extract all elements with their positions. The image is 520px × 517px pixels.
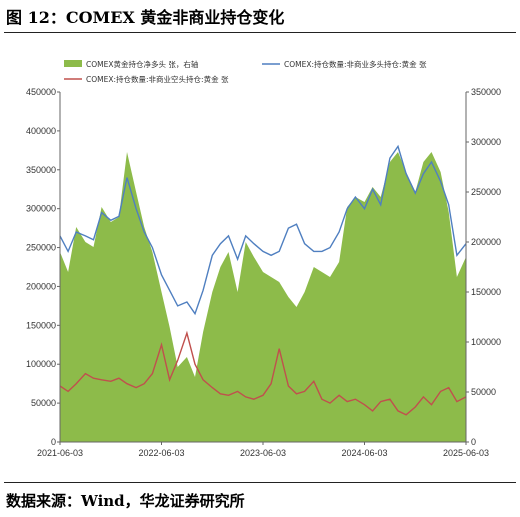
figure-title: 图 12：COMEX 黄金非商业持仓变化 [6,8,285,27]
left-tick-label: 0 [51,437,56,447]
left-tick-label: 350000 [26,165,56,175]
right-tick-label: 50000 [471,387,496,397]
right-tick-label: 0 [471,437,476,447]
x-tick-label: 2021-06-03 [37,448,83,458]
short-position-line [59,330,467,416]
left-tick-label: 400000 [26,126,56,136]
left-tick-label: 250000 [26,243,56,253]
chart: 0 50000 100000 150000 200000 250000 300000 3500… [26,59,501,458]
title-rule [4,32,516,33]
legend-swatch [64,60,82,67]
legend: COMEX黄金持仓净多头 张，右轴 COMEX:持仓数量:非商业多头持仓:黄金 张… [64,59,427,84]
right-tick-label: 350000 [471,87,501,97]
legend-label: COMEX黄金持仓净多头 张，右轴 [86,59,198,69]
net-long-area [60,152,466,442]
long-position-line [59,144,467,316]
x-tick-label: 2023-06-03 [240,448,286,458]
figure-source: 数据来源：Wind，华龙证券研究所 [6,492,245,510]
right-tick-label: 100000 [471,337,501,347]
left-tick-label: 100000 [26,359,56,369]
left-tick-label: 50000 [31,398,56,408]
axes: 0 50000 100000 150000 200000 250000 300000 3500… [26,87,501,458]
left-tick-label: 150000 [26,320,56,330]
right-tick-label: 200000 [471,237,501,247]
x-tick-label: 2024-06-03 [341,448,387,458]
left-tick-label: 200000 [26,281,56,291]
x-tick-label: 2022-06-03 [138,448,184,458]
legend-label: COMEX:持仓数量:非商业空头持仓:黄金 张 [86,74,229,84]
left-tick-label: 300000 [26,204,56,214]
right-tick-label: 300000 [471,137,501,147]
left-tick-label: 450000 [26,87,56,97]
right-tick-label: 150000 [471,287,501,297]
legend-label: COMEX:持仓数量:非商业多头持仓:黄金 张 [284,59,427,69]
source-rule [4,482,516,483]
x-tick-label: 2025-06-03 [443,448,489,458]
right-tick-label: 250000 [471,187,501,197]
plot-area [59,144,467,442]
